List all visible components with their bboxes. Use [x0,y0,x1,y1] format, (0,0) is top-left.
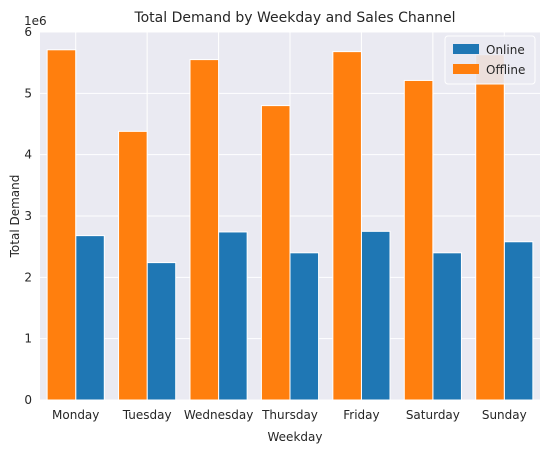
bar-online [503,241,534,401]
ticks-layer: 0 1 2 3 4 5 6 Monday Tuesday Wednesday Thursday Fri… [24,25,526,422]
bar-offline [475,54,505,401]
y-axis-label: Total Demand [8,175,22,259]
x-tick-label: Wednesday [184,408,253,422]
bar-offline [332,51,362,401]
bar-online [289,252,320,401]
bars-layer [46,49,534,401]
x-tick-label: Thursday [261,408,318,422]
chart-title: Total Demand by Weekday and Sales Channe… [133,10,455,26]
y-axis-multiplier: 1e6 [24,14,47,28]
bar-online [432,252,462,401]
bar-offline [189,59,220,401]
legend-swatch-online [453,44,479,54]
x-tick-label: Saturday [406,408,460,422]
y-tick-label: 1 [24,332,32,346]
y-tick-label: 0 [24,393,32,407]
legend-swatch-offline [453,64,479,74]
y-tick-label: 5 [24,86,32,100]
bar-online [75,235,105,401]
x-tick-label: Tuesday [122,408,172,422]
x-tick-label: Sunday [482,408,527,422]
x-tick-label: Monday [52,408,99,422]
x-axis-label: Weekday [268,430,323,444]
bar-online [146,262,177,401]
y-tick-label: 2 [24,270,32,284]
bar-offline [46,49,77,401]
x-tick-label: Friday [343,408,379,422]
bar-offline [260,105,291,401]
y-tick-label: 3 [24,209,32,223]
bar-offline [403,79,434,401]
bar-offline [118,130,148,401]
bar-online [218,231,248,401]
legend-label-offline: Offline [486,63,525,77]
bar-online [360,230,391,401]
legend: Online Offline [444,35,536,85]
y-tick-label: 6 [24,25,32,39]
y-tick-label: 4 [24,148,32,162]
legend-label-online: Online [486,43,525,57]
